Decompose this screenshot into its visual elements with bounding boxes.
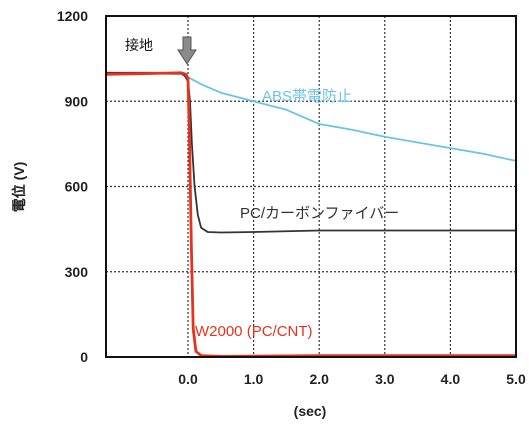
series-line (105, 71, 516, 358)
y-axis-ticks: 0 300 600 900 1200 (57, 8, 88, 365)
series-label: W2000 (PC/CNT) (195, 323, 313, 340)
x-tick-label: 4.0 (441, 371, 461, 387)
grid (106, 16, 516, 357)
series-labels: ABS帯電防止 PC/カーボンファイバー W2000 (PC/CNT) (195, 88, 399, 340)
plot-frame (105, 15, 517, 358)
x-axis-ticks: 0.0 1.0 2.0 3.0 4.0 5.0 (178, 371, 526, 387)
y-tick-label: 0 (80, 349, 88, 365)
x-axis-label: (sec) (294, 403, 327, 419)
ground-label: 接地 (125, 37, 153, 53)
series-lines (105, 71, 517, 358)
x-tick-label: 3.0 (375, 371, 395, 387)
series-label: PC/カーボンファイバー (240, 205, 399, 222)
arrow-down-icon (177, 36, 197, 65)
series-line (105, 71, 517, 162)
y-tick-label: 1200 (57, 8, 88, 24)
x-tick-label: 1.0 (244, 371, 264, 387)
y-tick-label: 600 (65, 179, 89, 195)
x-tick-label: 0.0 (178, 371, 198, 387)
x-tick-label: 5.0 (506, 371, 526, 387)
y-tick-label: 300 (65, 264, 89, 280)
y-axis-label: 電位 (V) (11, 162, 27, 213)
x-tick-label: 2.0 (309, 371, 329, 387)
ground-annotation: 接地 (125, 36, 197, 65)
y-tick-label: 900 (65, 93, 89, 109)
series-label: ABS帯電防止 (262, 88, 352, 105)
